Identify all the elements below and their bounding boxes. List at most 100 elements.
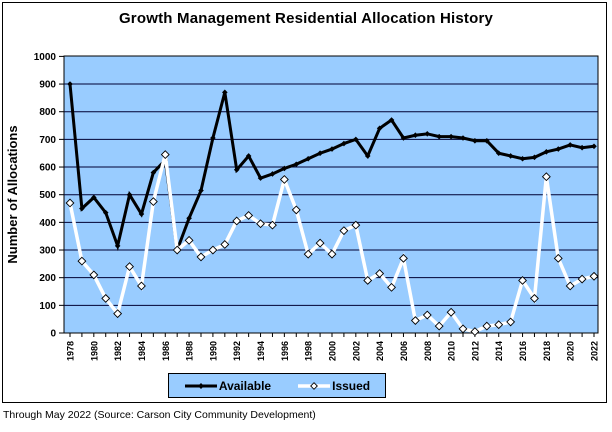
x-tick-label: 2020 <box>566 341 576 361</box>
available-point-1990 <box>210 135 216 141</box>
x-tick-label: 2016 <box>518 341 528 361</box>
available-point-1981 <box>102 209 109 216</box>
available-point-2003 <box>364 153 371 159</box>
issued-point-2016 <box>518 276 527 285</box>
available-point-2006 <box>400 135 407 141</box>
issued-point-1980 <box>89 270 99 280</box>
issued-point-2007 <box>410 316 420 325</box>
issued-point-1988 <box>184 235 194 245</box>
available-point-2007 <box>412 132 419 139</box>
available-point-2009 <box>436 133 442 140</box>
available-point-1982 <box>114 243 121 249</box>
issued-point-2003 <box>363 276 373 285</box>
available-point-1989 <box>198 187 204 194</box>
available-point-2016 <box>519 155 526 162</box>
available-point-2020 <box>567 142 573 148</box>
available-point-1993 <box>245 153 252 159</box>
available-point-2021 <box>579 144 585 151</box>
issued-point-1990 <box>208 245 218 255</box>
available-point-1984 <box>138 211 145 217</box>
available-point-1980 <box>91 194 97 201</box>
issued-point-2006 <box>399 253 408 263</box>
x-tick-label: 1988 <box>185 341 195 361</box>
issued-point-2011 <box>458 324 468 334</box>
available-point-2001 <box>341 140 347 147</box>
issued-point-1994 <box>256 219 265 229</box>
x-tick-label: 2014 <box>494 341 504 361</box>
issued-point-2010 <box>446 307 456 317</box>
issued-line-swatch <box>298 381 331 390</box>
issued-point-1997 <box>291 205 301 215</box>
issued-point-2013 <box>482 321 492 331</box>
available-point-1994 <box>257 175 264 181</box>
issued-point-1995 <box>268 220 277 230</box>
available-point-2005 <box>388 117 395 123</box>
issued-point-1983 <box>125 262 134 272</box>
issued-point-2021 <box>577 274 587 284</box>
x-tick-label: 1980 <box>89 341 99 361</box>
legend-item-issued: Issued <box>297 379 370 393</box>
issued-point-1982 <box>113 309 123 319</box>
available-point-2011 <box>460 135 466 141</box>
available-point-1996 <box>281 165 288 172</box>
available-point-1991 <box>222 89 228 96</box>
available-point-2000 <box>329 146 335 152</box>
x-tick-label: 1990 <box>208 341 218 361</box>
x-tick-label: 1978 <box>66 341 76 361</box>
available-point-1985 <box>150 169 157 176</box>
available-point-2018 <box>543 149 550 155</box>
issued-point-2012 <box>470 327 480 337</box>
available-point-2014 <box>495 150 502 157</box>
available-point-1978 <box>67 81 73 87</box>
issued-point-1993 <box>244 211 254 220</box>
issued-point-1979 <box>77 256 87 266</box>
issued-point-1984 <box>137 281 146 291</box>
x-tick-label: 2022 <box>590 341 600 361</box>
available-point-1992 <box>233 167 240 173</box>
issued-point-2002 <box>351 220 361 230</box>
available-point-1999 <box>317 150 323 157</box>
issued-point-2008 <box>422 310 432 320</box>
issued-point-2017 <box>530 293 539 303</box>
available-point-2019 <box>555 146 562 152</box>
issued-point-2022 <box>589 271 599 281</box>
issued-point-2005 <box>387 282 396 292</box>
issued-point-1986 <box>160 150 170 160</box>
x-tick-label: 1992 <box>232 341 242 361</box>
available-point-1995 <box>269 171 276 177</box>
available-point-1988 <box>186 215 192 222</box>
y-axis-title: Number of Allocations <box>5 125 20 263</box>
issued-point-1981 <box>101 293 111 303</box>
issued-swatch-marker <box>310 381 319 390</box>
x-tick-label: 1984 <box>137 341 147 361</box>
available-point-2015 <box>507 153 514 159</box>
available-point-2012 <box>472 137 478 144</box>
available-point-2013 <box>484 137 490 144</box>
x-tick-label: 1982 <box>113 341 123 361</box>
y-tick-label: 900 <box>39 80 56 91</box>
legend-item-available: Available <box>184 379 271 393</box>
issued-point-2018 <box>541 172 551 182</box>
x-tick-label: 1996 <box>280 341 290 361</box>
issued-point-2001 <box>339 226 349 236</box>
x-tick-label: 1994 <box>256 341 266 361</box>
issued-point-2019 <box>553 253 563 263</box>
legend-label-available: Available <box>218 378 272 393</box>
x-tick-label: 2018 <box>542 341 552 361</box>
available-point-1979 <box>79 205 85 212</box>
legend-label-issued: Issued <box>332 378 371 393</box>
issued-point-2009 <box>434 321 444 331</box>
y-tick-label: 400 <box>39 218 56 229</box>
available-point-1983 <box>126 191 133 198</box>
x-tick-label: 2000 <box>328 341 338 361</box>
x-tick-label: 2012 <box>470 341 480 361</box>
available-point-2004 <box>376 125 383 132</box>
x-tick-label: 2010 <box>447 341 457 361</box>
y-tick-label: 200 <box>39 273 56 284</box>
legend: Available Issued <box>168 373 386 398</box>
issued-point-2020 <box>565 281 575 291</box>
issued-point-1989 <box>196 252 206 262</box>
y-tick-label: 600 <box>39 163 56 174</box>
y-tick-label: 1000 <box>34 52 57 63</box>
issued-point-2014 <box>494 320 504 330</box>
